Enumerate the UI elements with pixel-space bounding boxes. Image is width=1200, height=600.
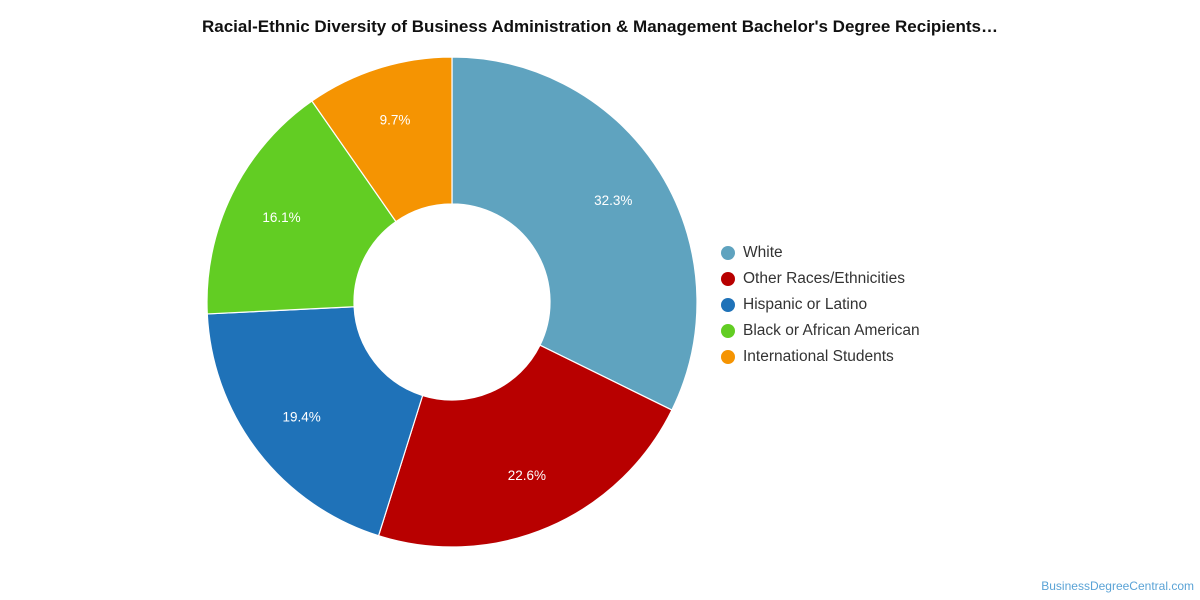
legend-item-hispanic[interactable]: Hispanic or Latino [721,292,920,318]
legend-label: White [743,244,783,261]
legend-swatch [721,272,735,286]
slice-value-label: 19.4% [282,410,320,425]
chart-legend: White Other Races/Ethnicities Hispanic o… [721,240,920,370]
slice-labels: 32.3% 22.6% 19.4% 16.1% 9.7% [262,112,632,483]
legend-item-other-races[interactable]: Other Races/Ethnicities [721,266,920,292]
legend-swatch [721,350,735,364]
legend-item-black[interactable]: Black or African American [721,318,920,344]
slice-value-label: 9.7% [380,112,411,127]
slice-value-label: 16.1% [262,210,300,225]
donut-slices [206,56,698,548]
legend-label: Hispanic or Latino [743,296,868,313]
legend-swatch [721,324,735,338]
donut-slice-international-students[interactable] [311,56,453,223]
donut-slice-hispanic-or-latino[interactable] [206,306,424,537]
slice-value-label: 32.3% [594,193,632,208]
donut-slice-white[interactable] [451,56,698,411]
slice-value-label: 22.6% [508,468,546,483]
legend-item-international[interactable]: International Students [721,344,920,370]
legend-swatch [721,298,735,312]
chart-title: Racial-Ethnic Diversity of Business Admi… [201,17,998,36]
legend-label: International Students [743,348,894,365]
legend-label: Other Races/Ethnicities [743,270,905,287]
donut-slice-other-races-ethnicities[interactable] [377,344,673,548]
legend-item-white[interactable]: White [721,240,920,266]
legend-swatch [721,246,735,260]
source-link[interactable]: BusinessDegreeCentral.com [1041,579,1194,593]
legend-label: Black or African American [743,322,920,339]
